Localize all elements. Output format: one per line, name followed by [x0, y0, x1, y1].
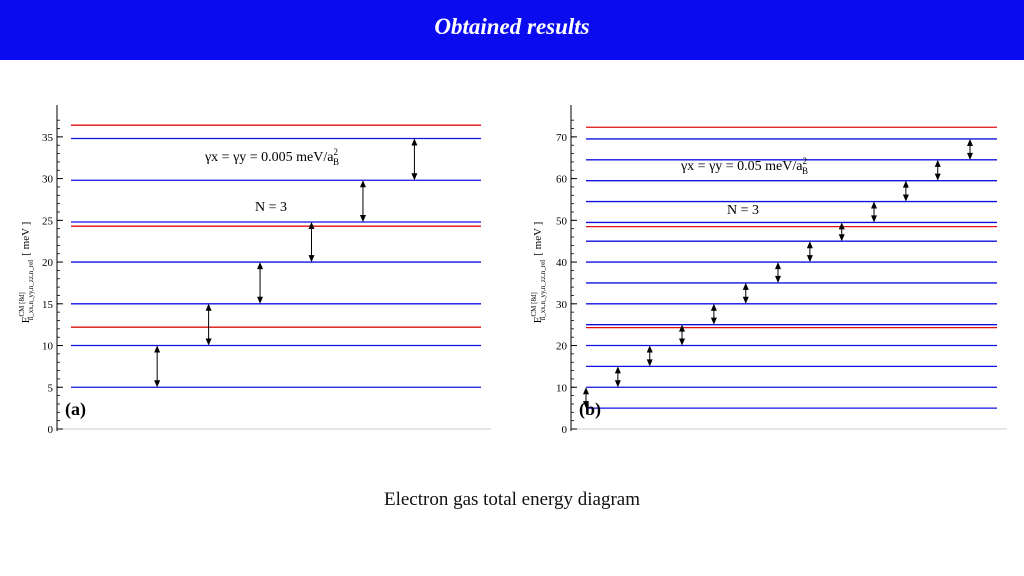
- arrow-head-up: [838, 222, 845, 230]
- arrow-head-up: [710, 303, 717, 311]
- arrow-head-up: [902, 180, 909, 188]
- y-axis-label: ECM [8d]n_xx,n_yy,n_zz,n_rel[ meV ]: [18, 222, 35, 323]
- arrow-head-down: [775, 275, 781, 283]
- arrow-head-up: [934, 159, 941, 167]
- transition-arrow: [646, 345, 653, 367]
- arrow-head-down: [967, 152, 973, 160]
- transition-arrow: [205, 303, 212, 346]
- arrow-head-up: [205, 303, 212, 311]
- transition-arrow: [806, 241, 813, 263]
- transition-arrow: [710, 303, 717, 325]
- arrow-head-down: [614, 380, 621, 388]
- arrow-head-down: [742, 296, 749, 304]
- transition-arrow: [614, 366, 621, 388]
- arrow-head-up: [257, 262, 264, 270]
- arrow-head-down: [154, 380, 161, 388]
- panel-label: (a): [65, 399, 86, 420]
- arrow-head-up: [359, 180, 366, 188]
- y-tick-label: 30: [556, 299, 568, 311]
- transition-arrow: [934, 159, 941, 181]
- y-tick-label: 25: [42, 215, 54, 227]
- arrow-head-up: [614, 366, 621, 374]
- arrow-head-up: [967, 138, 973, 146]
- arrow-head-down: [838, 234, 845, 242]
- y-tick-label: 40: [556, 257, 568, 269]
- arrow-head-down: [710, 317, 717, 325]
- arrow-head-up: [308, 222, 315, 230]
- arrow-head-down: [257, 296, 264, 304]
- panel-label: (b): [579, 399, 601, 420]
- transition-arrow: [583, 387, 589, 409]
- y-tick-label: 20: [42, 257, 54, 269]
- transition-arrow: [902, 180, 909, 202]
- arrow-head-up: [806, 241, 813, 249]
- arrow-head-down: [934, 173, 941, 181]
- arrow-head-down: [806, 255, 813, 263]
- transition-arrow: [257, 262, 264, 304]
- transition-arrow: [411, 138, 418, 181]
- arrow-head-down: [679, 338, 685, 346]
- y-tick-label: 30: [42, 174, 54, 186]
- arrow-head-down: [359, 215, 366, 223]
- header-bar: Obtained results: [0, 0, 1024, 60]
- gamma-annotation: γx = γy = 0.05 meV/a2 B: [680, 156, 808, 176]
- arrow-head-down: [583, 401, 589, 409]
- transition-arrow: [871, 201, 877, 223]
- transition-arrow: [154, 345, 161, 388]
- energy-diagram-a: 0 5 10 15 20 25 30 35 γx = γy = 0.005 meV/a2 B N =…: [18, 105, 491, 436]
- figure-caption: Electron gas total energy diagram: [383, 489, 641, 510]
- arrow-head-up: [679, 324, 685, 332]
- arrow-head-up: [871, 201, 877, 209]
- arrow-head-down: [205, 338, 212, 346]
- transition-arrow: [838, 222, 845, 242]
- arrow-head-up: [775, 262, 781, 270]
- arrow-head-down: [411, 173, 418, 181]
- y-tick-label: 0: [562, 424, 568, 436]
- slide-title: Obtained results: [434, 14, 590, 39]
- arrow-head-down: [871, 215, 877, 223]
- arrow-head-up: [742, 282, 749, 290]
- arrow-head-up: [583, 387, 589, 395]
- arrow-head-up: [411, 138, 418, 146]
- transition-arrow: [742, 282, 749, 304]
- gamma-annotation: γx = γy = 0.005 meV/a2 B: [204, 147, 339, 167]
- y-tick-label: 5: [48, 382, 54, 394]
- y-tick-label: 10: [556, 382, 568, 394]
- arrow-head-up: [154, 345, 161, 353]
- y-tick-label: 10: [42, 341, 54, 353]
- y-tick-label: 60: [556, 174, 568, 186]
- y-tick-label: 20: [556, 341, 568, 353]
- y-tick-label: 15: [42, 299, 54, 311]
- n-annotation: N = 3: [255, 200, 287, 215]
- y-tick-label: 0: [48, 424, 54, 436]
- y-tick-label: 50: [556, 215, 568, 227]
- y-tick-label: 70: [556, 132, 568, 144]
- energy-diagram-b: 0 10 20 30 40 50 60 70 γx = γy = 0.05 meV/a2 B N =…: [530, 105, 1007, 436]
- transition-arrow: [679, 324, 685, 346]
- transition-arrow: [359, 180, 366, 223]
- arrow-head-down: [646, 359, 653, 367]
- transition-arrow: [308, 222, 315, 263]
- y-tick-label: 35: [42, 132, 54, 144]
- arrow-head-up: [646, 345, 653, 353]
- transition-arrow: [775, 262, 781, 283]
- transition-arrow: [967, 138, 973, 160]
- arrow-head-down: [308, 255, 315, 263]
- arrow-head-down: [902, 194, 909, 202]
- n-annotation: N = 3: [727, 203, 759, 218]
- y-axis-label: ECM [8d]n_xx,n_yy,n_zz,n_rel[ meV ]: [530, 222, 547, 323]
